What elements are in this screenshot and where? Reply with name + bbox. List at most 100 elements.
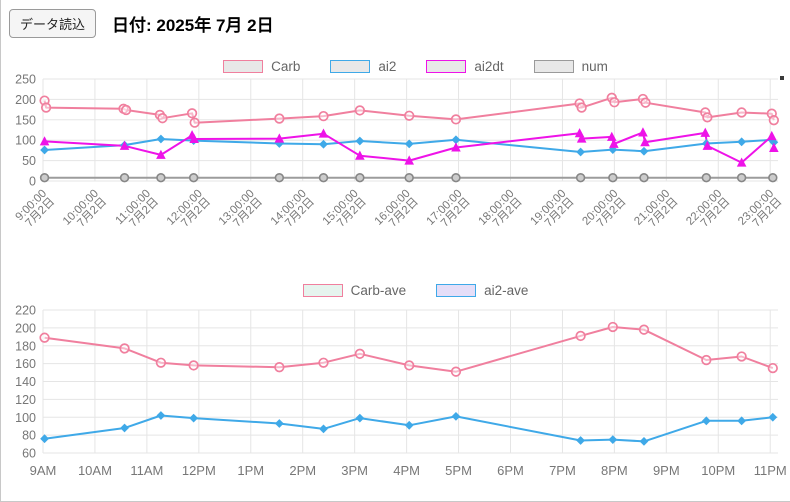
ai2dt-point [451,142,461,152]
x-tick-label: 11:00:007月2日 [113,188,161,236]
num-point [188,173,199,183]
ai2dt-point [119,140,130,150]
num-point [119,173,130,183]
average-chart-canvas[interactable]: 60 80 100 120 140 160 180 200 220 9AM 10AM 11AM 12PM… [1,298,790,494]
ai2dt-point [355,150,365,160]
legend-label: ai2 [378,58,397,74]
x-tick-label: 11AM [130,463,163,478]
ai2-point [355,136,365,146]
ai2dt-point [766,130,777,141]
legend-item-ai2dt[interactable]: ai2dt [426,59,504,74]
average-chart-section: Carb-ave ai2-ave 60 80 100 120 140 160 180 200 22… [1,282,790,494]
Carb-point [274,113,285,124]
Carb-point [120,104,132,116]
Carb-point [404,110,415,121]
legend-swatch-ai2-ave [436,283,477,297]
corner-mark [780,76,784,80]
y-tick-label: 250 [15,74,36,87]
x-tick-label: 3PM [341,463,368,478]
ai2-ave-point [608,435,618,444]
x-tick-label: 13:00:007月2日 [217,188,265,236]
x-tick-label: 7PM [549,463,576,478]
ai2-point [156,134,166,144]
Carb-ave-point [450,366,462,377]
Carb-ave-point [607,321,618,333]
ai2dt-point [638,127,648,137]
y-tick-label: 120 [15,393,36,407]
Carb-ave-point [155,357,167,368]
legend-swatch-ai2dt [426,59,467,73]
y-tick-label: 150 [15,113,36,127]
Carb-point [640,97,651,108]
x-tick-label: 2PM [289,463,316,478]
load-data-button[interactable]: データ読込 [9,8,97,38]
x-tick-label: 10PM [701,463,735,478]
ai2-point [319,139,328,149]
Carb-point [768,115,779,126]
ai2-ave-point [576,436,586,445]
ai2-ave-point [156,411,166,420]
legend-item-num[interactable]: num [533,58,608,74]
Carb-ave-point [575,330,586,342]
x-tick-label: 9AM [30,463,57,478]
Carb-point [157,113,168,124]
ai2-ave-point [40,434,49,444]
x-tick-label: 23:00:007月2日 [736,188,784,236]
x-tick-label: 15:00:007月2日 [321,188,369,236]
y-tick-label: 160 [15,357,36,371]
ai2-point [40,145,49,155]
x-tick-label: 5PM [445,463,472,478]
num-point [404,173,414,183]
Carb-point [354,105,366,116]
detail-chart-canvas[interactable]: 0 50 100 150 200 250 9:00:007月2日 10:00:007月2日 11… [1,74,790,256]
ai2-point [404,139,414,149]
Carb-ave-point [39,332,50,343]
y-tick-label: 50 [22,154,36,168]
Carb-ave-point [736,351,747,362]
ai2dt-point [736,157,747,167]
ai2-ave-point [639,436,649,446]
ai2dt-point [640,137,650,147]
num-point [156,173,166,183]
Carb-ave-point [318,357,329,368]
Carb-point [736,107,747,118]
y-tick-label: 200 [15,93,36,107]
num-point [274,173,285,183]
Carb-point [576,102,587,113]
ai2dt-point [609,138,619,148]
ai2-ave-point [404,420,414,430]
Carb-ave-point [701,354,712,366]
x-tick-label: 10:00:007月2日 [61,188,109,236]
x-tick-label: 14:00:007月2日 [269,188,317,236]
x-tick-label: 17:00:007月2日 [425,188,473,236]
Carb-point [450,114,462,125]
Carb-ave-point [274,362,285,373]
Carb-ave-point [119,343,130,354]
x-tick-label: 11PM [754,463,787,478]
ai2dt-point [576,133,587,143]
legend-swatch-ai2 [330,59,371,73]
Carb-point [186,108,198,119]
Carb-point [318,110,329,122]
legend-item-ai2-ave[interactable]: ai2-ave [436,283,528,298]
legend-swatch-num [533,59,574,73]
Carb-ave-point [638,324,650,335]
legend-item-Carb[interactable]: Carb [223,59,300,74]
num-point [736,173,747,183]
ai2-point [737,137,747,147]
legend-item-ai2[interactable]: ai2 [330,59,396,74]
x-tick-label: 18:00:007月2日 [476,188,524,236]
x-tick-label: 12PM [182,463,216,478]
ai2-ave-point [451,411,461,421]
ai2-point [576,147,586,157]
Carb-point [609,97,620,108]
legend-swatch-Carb-ave [302,283,343,297]
x-tick-label: 9PM [653,463,680,478]
num-point [39,173,50,183]
legend-item-Carb-ave[interactable]: Carb-ave [302,283,406,298]
ai2dt-point [700,127,711,137]
legend-label: num [581,58,608,74]
ai2dt-point [39,136,50,146]
ai2-point [639,146,649,156]
